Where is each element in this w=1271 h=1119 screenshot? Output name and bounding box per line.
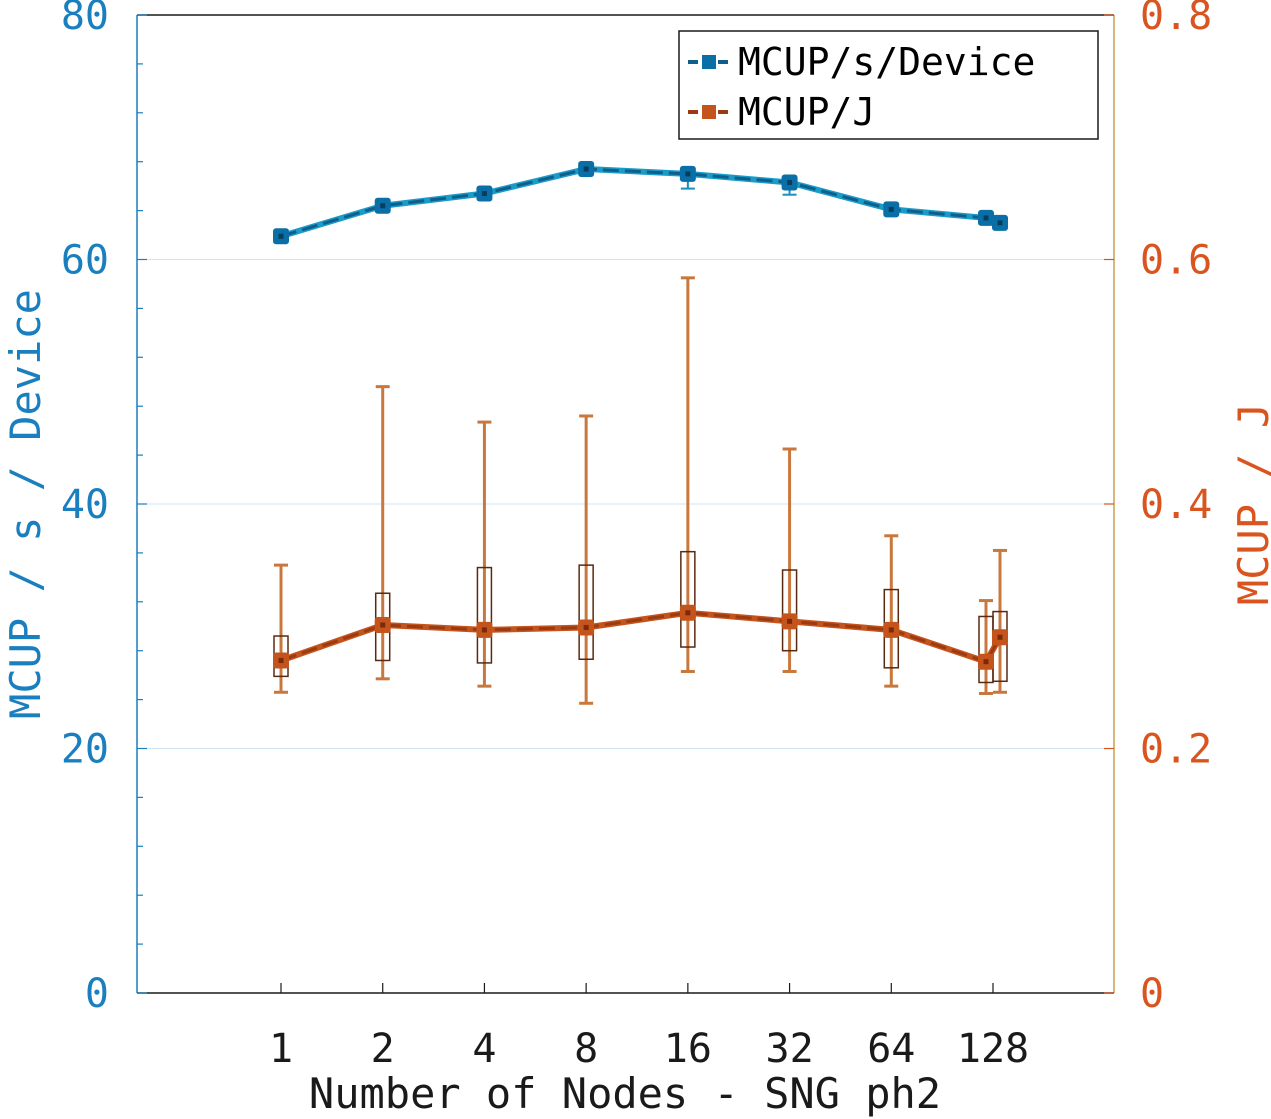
perf-point-center [583,166,589,172]
series-mcup-per-joule [273,276,1008,705]
perf-point-center [888,206,894,212]
y-axis-left-title: MCUP / s / Device [1,289,50,719]
perf-line [280,167,1001,238]
right-tick-label: 0 [1140,971,1164,1017]
perf-point-center [787,179,793,185]
left-axis-ticks: 0 20 40 60 80 [61,0,147,1017]
x-tick-label: 32 [765,1026,813,1072]
perf-point-center [278,233,284,239]
energy-box [578,564,594,661]
x-tick-label: 8 [574,1026,598,1072]
right-tick-label: 0.2 [1140,727,1212,773]
legend-swatch-marker-perf [702,55,716,69]
energy-box [476,566,493,664]
left-tick-label: 80 [61,0,109,39]
perf-point-center [380,203,386,209]
x-tick-label: 64 [867,1026,915,1072]
series-mcup-per-second-per-device [273,161,1008,245]
energy-box [680,550,696,648]
legend: MCUP/s/Device MCUP/J [678,30,1099,140]
perf-point-center [997,220,1003,226]
x-tick-label: 4 [472,1026,496,1072]
left-tick-label: 20 [61,727,109,773]
gridlines [137,259,1114,749]
x-tick-label: 128 [957,1026,1029,1072]
right-tick-label: 0.6 [1140,238,1212,284]
energy-point-center [583,624,589,630]
perf-point-center [481,190,487,196]
legend-label-perf: MCUP/s/Device [738,40,1035,84]
energy-point-center [888,627,894,633]
legend-swatch-marker-energy [702,105,716,119]
x-axis-title: Number of Nodes - SNG ph2 [309,1069,941,1118]
legend-label-energy: MCUP/J [738,90,875,134]
left-tick-label: 40 [61,482,109,528]
x-axis-ticks: 1 2 4 8 16 32 64 128 [269,983,1029,1072]
energy-point-center [787,618,793,624]
perf-point-center [685,171,691,177]
energy-line [280,611,1002,664]
x-tick-label: 2 [371,1026,395,1072]
right-axis-ticks: 0 0.2 0.4 0.6 0.8 [1104,0,1212,1017]
energy-point-center [380,622,386,628]
right-tick-label: 0.4 [1140,482,1212,528]
perf-point-center [983,215,989,221]
energy-point-center [481,627,487,633]
y-axis-right-title: MCUP / J [1229,403,1271,605]
left-tick-label: 60 [61,238,109,284]
energy-point-center [997,634,1003,640]
x-tick-label: 1 [269,1026,293,1072]
energy-point-center [278,657,284,663]
left-tick-label: 0 [85,971,109,1017]
x-tick-label: 16 [664,1026,712,1072]
energy-box [781,569,798,652]
right-tick-label: 0.8 [1140,0,1212,39]
energy-point-center [983,659,989,665]
legend-box [678,30,1099,140]
energy-point-center [685,610,691,616]
